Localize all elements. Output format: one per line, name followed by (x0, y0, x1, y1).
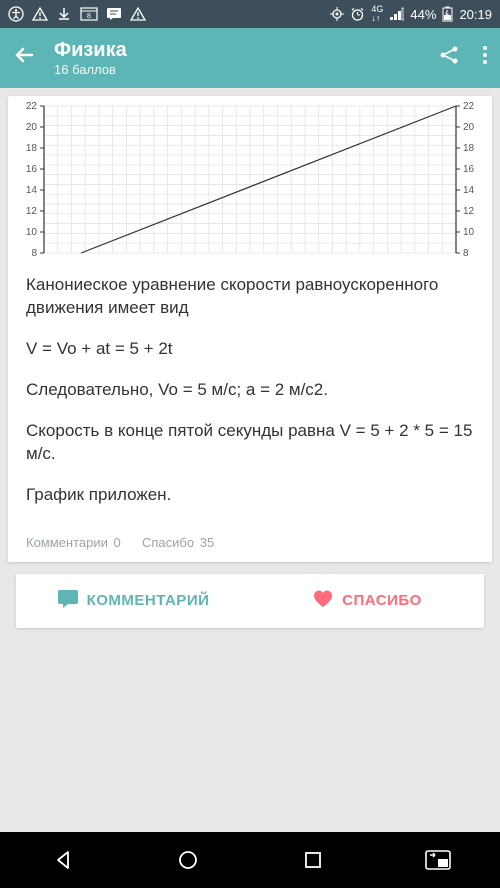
header-actions (438, 44, 488, 72)
more-icon[interactable] (482, 44, 488, 72)
comments-label[interactable]: Комментарии (26, 535, 108, 550)
battery-percent: 44% (410, 7, 436, 22)
warning-icon-2 (130, 6, 146, 22)
calendar-icon: 8 (80, 6, 98, 22)
answer-p2: V = Vo + at = 5 + 2t (26, 338, 474, 361)
svg-text:20: 20 (26, 122, 38, 133)
clock-time: 20:19 (459, 7, 492, 22)
comment-label: КОММЕНТАРИЙ (87, 592, 210, 609)
svg-text:22: 22 (463, 102, 475, 112)
page-title: Физика (54, 39, 438, 62)
comment-button[interactable]: КОММЕНТАРИЙ (16, 574, 250, 628)
system-nav-bar (0, 832, 500, 888)
nav-pip[interactable] (423, 845, 453, 875)
network-label: 4G↓↑ (371, 5, 383, 23)
status-left-icons: 8 (8, 6, 146, 22)
download-icon (56, 6, 72, 22)
page-subtitle: 16 баллов (54, 62, 438, 77)
answer-meta: Комментарии 0 Спасибо 35 (8, 529, 492, 550)
thanks-count: 35 (200, 535, 214, 550)
answer-card: 22 20 18 16 14 12 10 8 22 20 18 16 14 12 10 8 Канониес… (8, 96, 492, 562)
svg-text:8: 8 (463, 248, 469, 257)
answer-p4: Скорость в конце пятой секунды равна V =… (26, 420, 474, 466)
alarm-icon (350, 7, 365, 22)
action-bar: КОММЕНТАРИЙ СПАСИБО (16, 574, 484, 628)
svg-text:8: 8 (31, 248, 37, 257)
svg-text:10: 10 (463, 227, 475, 238)
nav-back[interactable] (48, 845, 78, 875)
svg-text:22: 22 (26, 102, 38, 112)
chart-container: 22 20 18 16 14 12 10 8 22 20 18 16 14 12 10 8 (8, 96, 492, 262)
answer-p1: Канониеское уравнение скорости равноуско… (26, 274, 474, 320)
comment-icon (57, 589, 79, 613)
status-bar: 8 4G↓↑ 44% 20:19 (0, 0, 500, 28)
back-icon[interactable] (12, 42, 38, 75)
thanks-button-label: СПАСИБО (342, 592, 422, 609)
warning-icon (32, 6, 48, 22)
thanks-button[interactable]: СПАСИБО (250, 574, 484, 628)
svg-text:14: 14 (463, 185, 475, 196)
content-area: 22 20 18 16 14 12 10 8 22 20 18 16 14 12 10 8 Канониес… (0, 88, 500, 832)
thanks-label[interactable]: Спасибо (142, 535, 194, 550)
svg-text:18: 18 (26, 143, 38, 154)
svg-text:16: 16 (26, 164, 38, 175)
svg-text:12: 12 (463, 206, 475, 217)
svg-text:8: 8 (87, 13, 91, 20)
svg-text:20: 20 (463, 122, 475, 133)
svg-text:18: 18 (463, 143, 475, 154)
velocity-chart: 22 20 18 16 14 12 10 8 22 20 18 16 14 12 10 8 (18, 102, 482, 257)
answer-body: Канониеское уравнение скорости равноуско… (8, 262, 492, 529)
answer-p3: Следовательно, Vo = 5 м/с; a = 2 м/с2. (26, 379, 474, 402)
answer-p5: График приложен. (26, 484, 474, 507)
nav-home[interactable] (173, 845, 203, 875)
accessibility-icon (8, 6, 24, 22)
svg-text:14: 14 (26, 185, 38, 196)
share-icon[interactable] (438, 44, 460, 72)
status-right: 4G↓↑ 44% 20:19 (330, 5, 492, 23)
header-title-block: Физика 16 баллов (54, 39, 438, 77)
battery-icon (442, 6, 453, 22)
heart-icon (312, 589, 334, 613)
app-header: Физика 16 баллов (0, 28, 500, 88)
message-icon (106, 6, 122, 22)
nav-recent[interactable] (298, 845, 328, 875)
svg-text:10: 10 (26, 227, 38, 238)
location-icon (330, 7, 344, 21)
signal-icon (389, 7, 404, 21)
svg-text:12: 12 (26, 206, 38, 217)
comments-count: 0 (114, 535, 121, 550)
svg-text:16: 16 (463, 164, 475, 175)
